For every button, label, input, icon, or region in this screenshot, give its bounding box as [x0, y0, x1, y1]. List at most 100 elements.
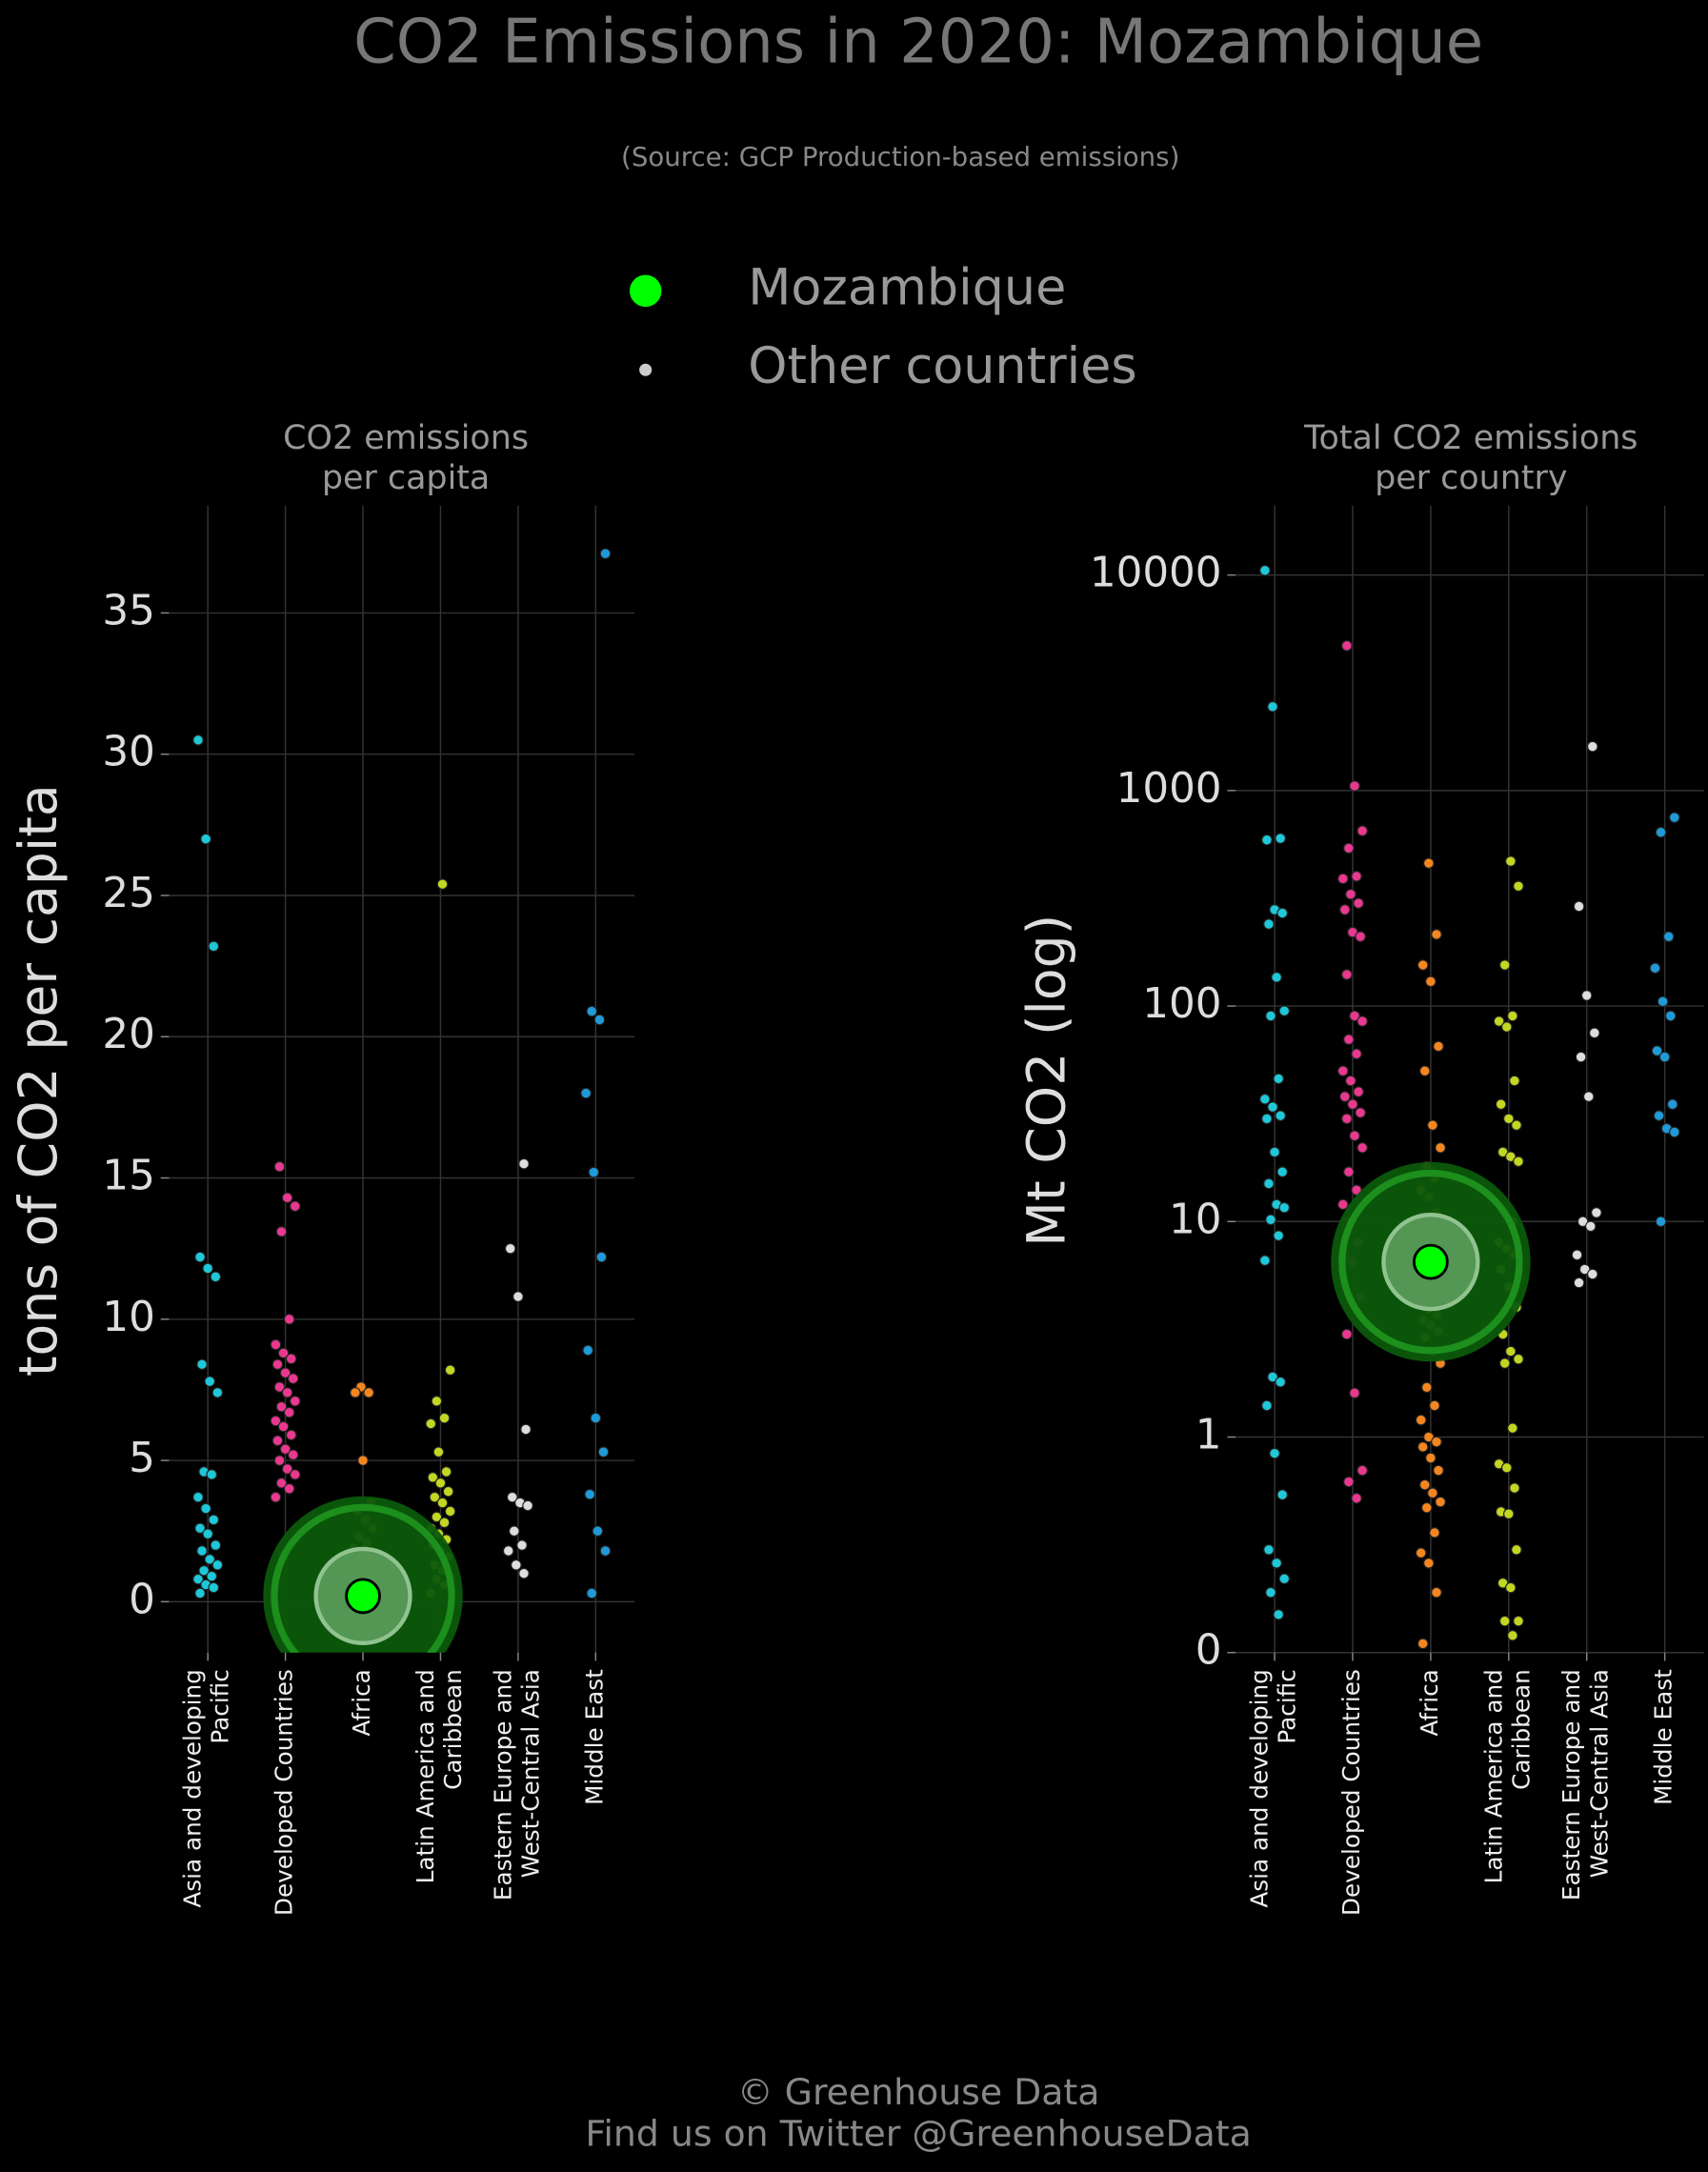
country-point	[1276, 1489, 1289, 1500]
country-point	[1271, 972, 1282, 983]
country-point	[1505, 1581, 1517, 1594]
country-point	[285, 1429, 297, 1441]
country-point	[1573, 1277, 1585, 1289]
country-point	[357, 1455, 369, 1466]
country-point	[1336, 873, 1349, 885]
country-point	[1351, 1492, 1362, 1504]
country-point	[275, 1400, 288, 1413]
x-tick-label: Africa	[1416, 1669, 1443, 1736]
country-point	[1345, 1075, 1356, 1087]
country-point	[1420, 1501, 1433, 1514]
country-point	[1356, 1464, 1368, 1477]
country-point	[1273, 1230, 1284, 1241]
country-point	[194, 1587, 206, 1599]
country-point	[1433, 1040, 1444, 1053]
country-point	[1655, 1216, 1667, 1228]
country-point	[1263, 1543, 1275, 1556]
country-point	[270, 1415, 282, 1427]
country-point	[1415, 1414, 1427, 1426]
country-point	[273, 1160, 286, 1173]
country-point	[425, 1418, 437, 1430]
country-point	[1269, 1146, 1280, 1158]
highlight-point	[345, 1578, 381, 1615]
country-point	[1591, 1207, 1602, 1218]
country-point	[1341, 1328, 1353, 1340]
country-point	[512, 1291, 524, 1302]
country-point	[1573, 900, 1585, 913]
country-point	[1265, 1214, 1276, 1226]
country-point	[1418, 1065, 1431, 1076]
country-point	[1341, 1113, 1353, 1125]
country-point	[363, 1387, 374, 1398]
y-tick-label: 20	[102, 1011, 155, 1058]
y-tick-label: 0	[1196, 1627, 1222, 1675]
country-point	[1493, 1016, 1505, 1027]
country-point	[1431, 929, 1442, 940]
country-point	[275, 1477, 288, 1489]
country-point	[593, 1014, 606, 1026]
country-point	[597, 1446, 610, 1458]
country-point	[192, 1491, 204, 1503]
highlight-ring	[271, 1503, 455, 1653]
country-point	[1261, 834, 1273, 846]
subtitle: (Source: GCP Production-based emissions)	[621, 141, 1179, 172]
y-axis-label: Mt CO2 (log)	[1016, 915, 1077, 1247]
country-point	[1584, 1220, 1597, 1233]
country-point	[1278, 1573, 1291, 1585]
country-point	[1356, 825, 1368, 836]
country-point	[590, 1412, 602, 1424]
x-tick-label: Middle East	[1650, 1669, 1678, 1805]
country-point	[206, 1469, 218, 1480]
panel-title: Total CO2 emissions	[1303, 419, 1638, 457]
country-point	[1507, 1010, 1518, 1022]
country-point	[511, 1559, 522, 1571]
country-point	[210, 1539, 222, 1551]
country-point	[192, 1573, 204, 1585]
country-point	[208, 940, 220, 953]
country-point	[438, 1412, 451, 1424]
country-point	[518, 1567, 530, 1579]
x-tick-label: Latin America andCaribbean	[1479, 1669, 1535, 1883]
country-point	[1586, 740, 1598, 753]
country-point	[1259, 565, 1271, 576]
country-point	[1273, 1073, 1284, 1085]
country-point	[194, 1251, 206, 1263]
country-point	[1509, 1075, 1520, 1087]
country-point	[1415, 1547, 1427, 1559]
x-tick-label: Developed Countries	[271, 1669, 298, 1916]
country-point	[431, 1511, 443, 1523]
country-point	[1511, 1543, 1522, 1556]
country-point	[506, 1491, 518, 1503]
country-point	[1423, 1558, 1435, 1569]
country-point	[281, 1463, 293, 1475]
country-point	[1273, 1609, 1284, 1620]
country-point	[1259, 1093, 1271, 1105]
country-point	[273, 1381, 286, 1393]
country-point	[1267, 1371, 1278, 1383]
country-point	[1513, 1353, 1524, 1365]
country-point	[1507, 1629, 1518, 1641]
country-point	[588, 1166, 600, 1178]
country-point	[279, 1367, 291, 1378]
country-point	[1355, 1107, 1366, 1118]
x-tick-label: Latin America andCaribbean	[412, 1669, 467, 1883]
country-point	[1429, 1527, 1440, 1538]
x-tick-label: Developed Countries	[1337, 1669, 1365, 1916]
country-point	[599, 1545, 612, 1557]
y-tick-label: 10	[1169, 1196, 1222, 1243]
panel-title: per capita	[322, 459, 490, 497]
country-point	[1431, 1436, 1442, 1448]
country-point	[1356, 1016, 1368, 1027]
country-point	[271, 1358, 284, 1371]
y-tick-label: 0	[129, 1576, 155, 1623]
country-point	[444, 1505, 456, 1518]
country-point	[350, 1387, 361, 1398]
y-tick-label: 10000	[1090, 550, 1222, 597]
country-point	[202, 1262, 213, 1275]
country-point	[1418, 1478, 1431, 1491]
country-point	[508, 1525, 520, 1538]
country-point	[1657, 996, 1669, 1008]
country-point	[1498, 1358, 1511, 1369]
country-point	[1339, 904, 1351, 915]
